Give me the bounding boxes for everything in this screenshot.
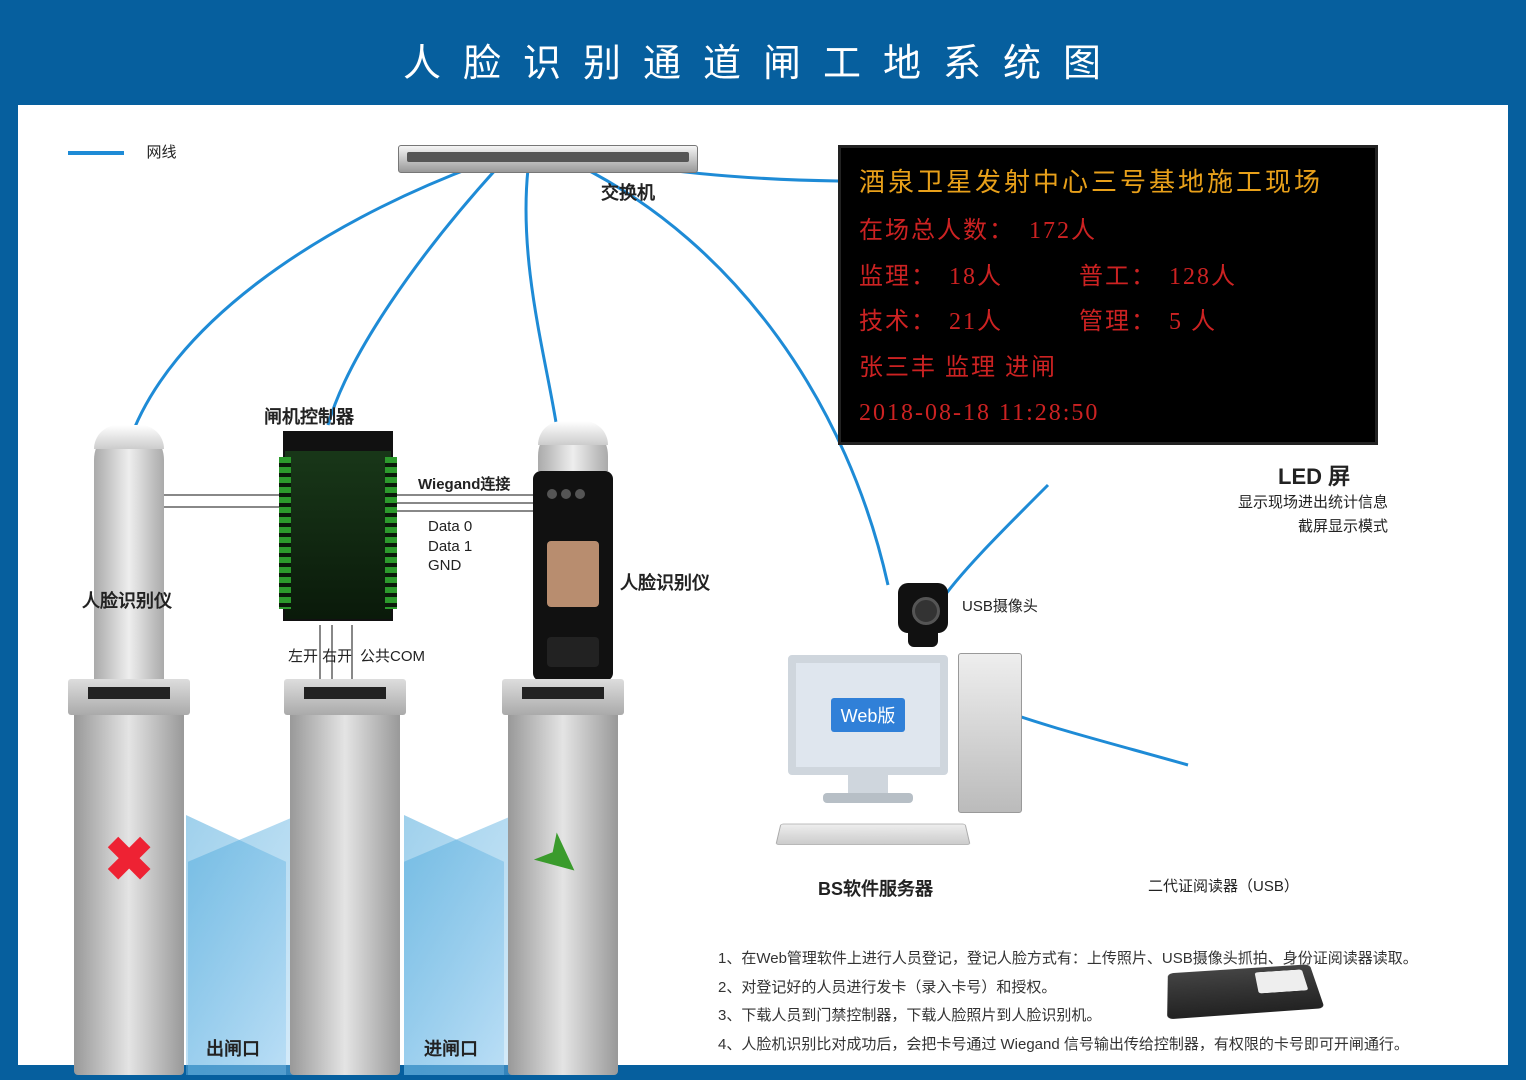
controller-label: 闸机控制器 [264,403,354,429]
led-label: LED 屏 [1278,459,1350,491]
pc-tower [958,653,1022,813]
switch-icon [398,145,698,173]
switch-label: 交换机 [558,179,698,205]
note-4: 4、人脸机识别比对成功后，会把卡号通过 Wiegand 信号输出传给控制器，有权… [718,1031,1478,1060]
diagram-frame: 人脸识别通道闸工地系统图 网线 [0,0,1526,1080]
network-switch: 交换机 [398,145,698,205]
face-reader-right [538,421,613,681]
legend: 网线 [68,141,176,162]
led-screen: 酒泉卫星发射中心三号基地施工现场 在场总人数：172人 监理：18人普工：128… [838,145,1378,445]
diagram-canvas: 网线 交换机 闸机控制器 左开 右开 公共COM Wiegand连接 Data … [18,105,1508,1065]
turnstile-1: ✖ [74,705,184,1075]
wiegand-label: Wiegand连接 [418,473,510,494]
usb-camera [898,583,948,647]
led-sub1: 显示现场进出统计信息 [1218,491,1388,512]
note-2: 2、对登记好的人员进行发卡（录入卡号）和授权。 [718,974,1478,1003]
gate-exit-label: 出闸口 [206,1035,260,1061]
note-1: 1、在Web管理软件上进行人员登记，登记人脸方式有：上传照片、USB摄像头抓拍、… [718,945,1478,974]
arrow-icon: ➤ [520,816,598,897]
led-title: 酒泉卫星发射中心三号基地施工现场 [859,162,1357,199]
face-reader-right-label: 人脸识别仪 [620,569,710,595]
note-3: 3、下载人员到门禁控制器，下载人脸照片到人脸识别机。 [718,1002,1478,1031]
cross-icon: ✖ [104,825,154,895]
face-reader-left-label: 人脸识别仪 [82,587,172,613]
keyboard-icon [775,824,970,845]
legend-label: 网线 [146,144,176,161]
camera-icon [898,583,948,633]
face-reader-left [94,425,164,705]
turnstile-2 [290,705,400,1075]
web-badge: Web版 [831,698,906,732]
pc-label: BS软件服务器 [818,875,933,901]
notes-list: 1、在Web管理软件上进行人员登记，登记人脸方式有：上传照片、USB摄像头抓拍、… [718,945,1478,1059]
face-panel-icon [533,471,613,681]
gate-enter-label: 进闸口 [424,1035,478,1061]
idreader-label: 二代证阅读器（USB） [1148,875,1299,896]
legend-line-icon [68,151,124,155]
usbcam-label: USB摄像头 [962,595,1038,616]
diagram-title: 人脸识别通道闸工地系统图 [18,18,1508,105]
pc-monitor: Web版 [788,655,948,803]
gate-controller [283,431,393,621]
controller-pins-left: 左开 右开 [288,645,352,666]
controller-pins-right: 公共COM [360,645,425,666]
wiegand-lines: Data 0 Data 1 GND [428,517,472,576]
led-sub2: 截屏显示模式 [1218,515,1388,536]
turnstile-3: ➤ [508,705,618,1075]
